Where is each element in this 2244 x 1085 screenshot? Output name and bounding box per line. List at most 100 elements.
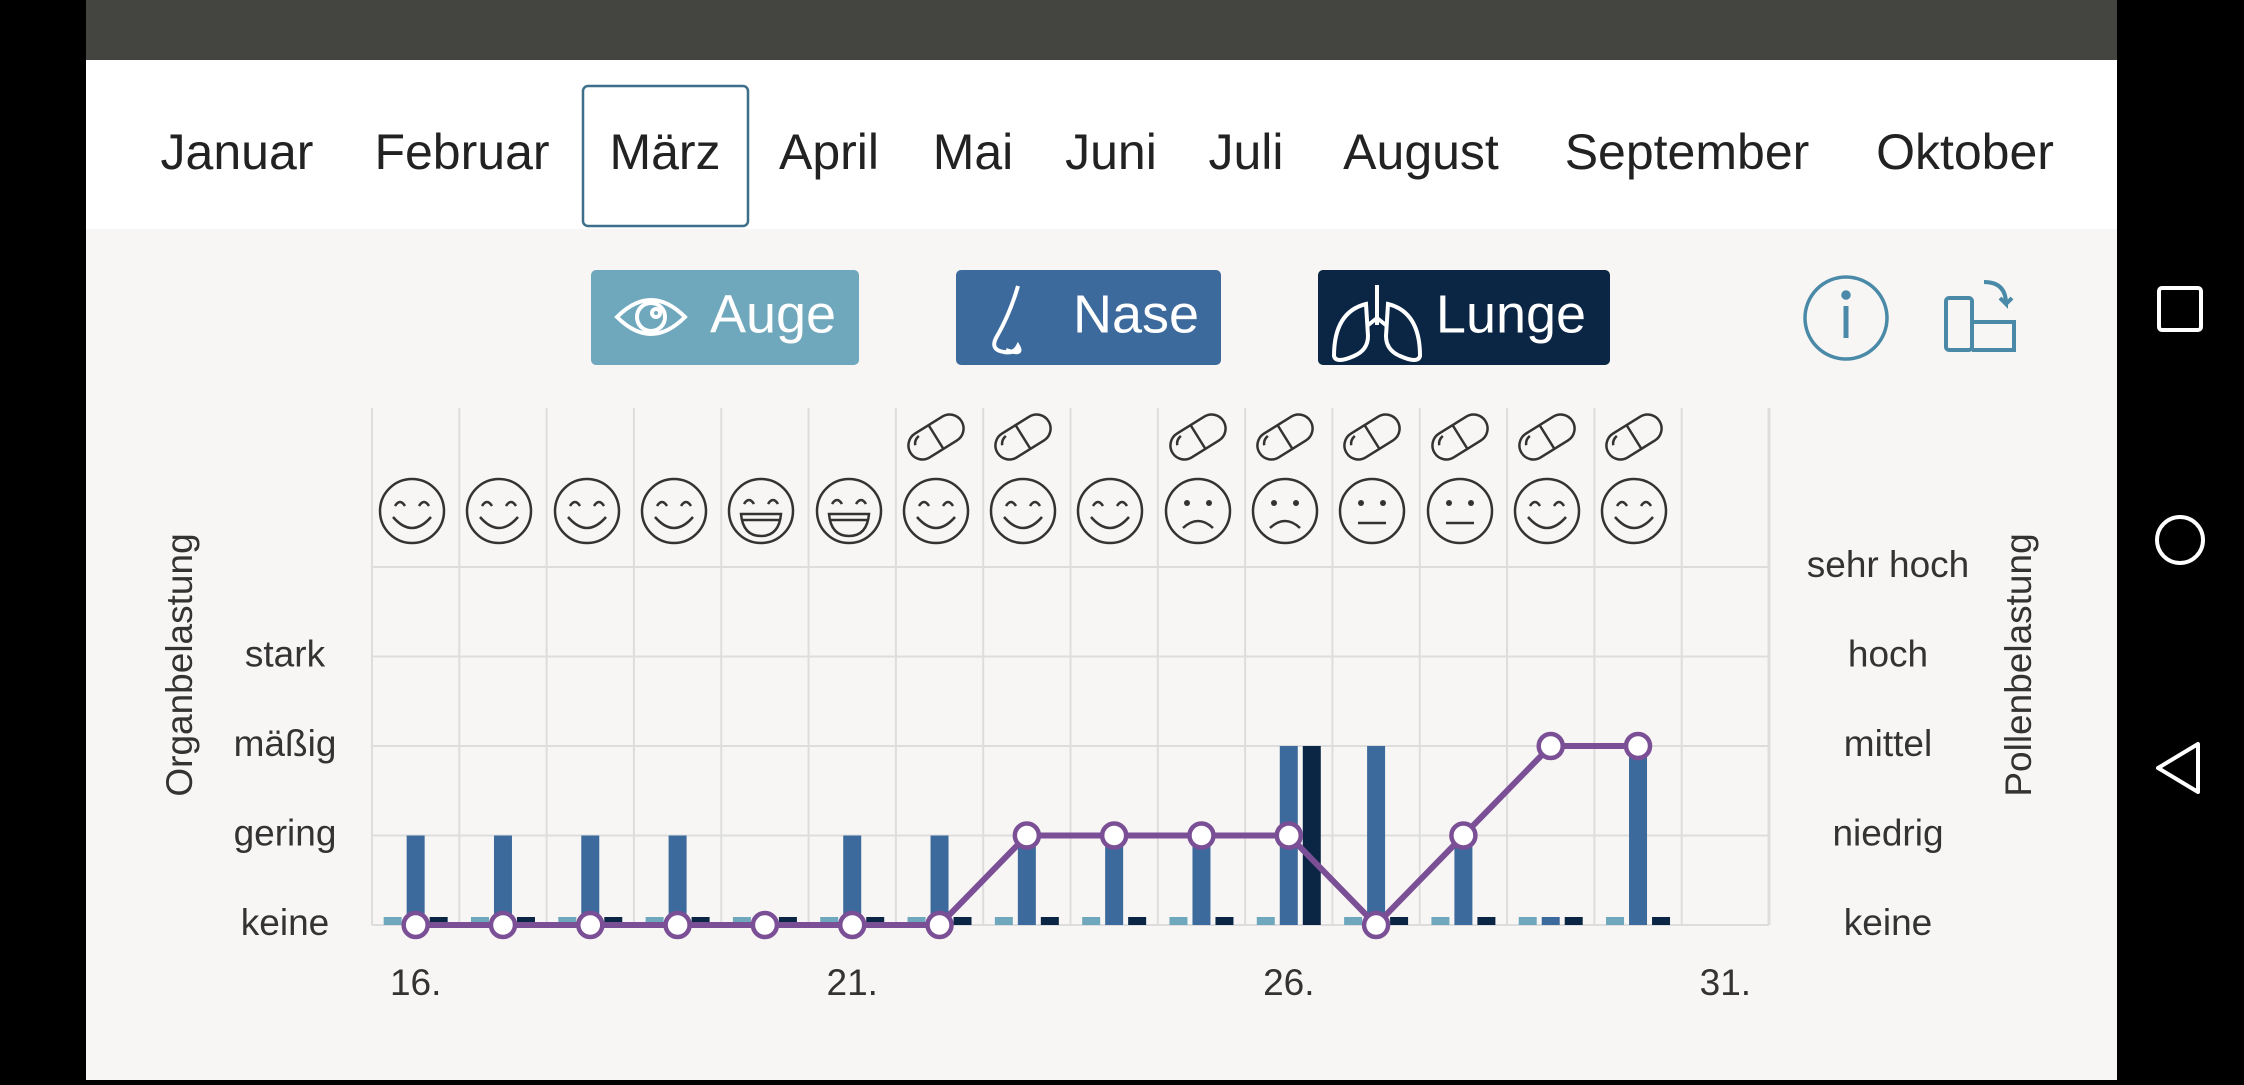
pollen-marker <box>401 910 430 940</box>
bar <box>1518 917 1537 925</box>
bar <box>516 917 535 925</box>
x-tick-label: 16. <box>390 962 441 1003</box>
bar <box>1256 917 1275 925</box>
bar <box>1541 917 1560 925</box>
pollen-marker <box>576 910 605 940</box>
bar <box>820 917 839 925</box>
bar <box>1564 917 1583 925</box>
nav-bar <box>2117 0 2244 1080</box>
bar <box>1082 917 1101 925</box>
bar <box>1652 917 1671 925</box>
bar <box>1192 835 1211 925</box>
recents-button[interactable] <box>2157 286 2203 332</box>
bar <box>953 917 972 925</box>
month-tab[interactable]: Februar <box>374 124 549 180</box>
pollen-marker <box>1274 821 1304 850</box>
bar <box>1367 746 1386 925</box>
bar <box>1215 917 1234 925</box>
button-auge[interactable] <box>591 270 859 365</box>
y2-tick-label: keine <box>1844 902 1932 943</box>
x-tick-label: 26. <box>1263 962 1314 1003</box>
bar <box>1431 917 1450 925</box>
selected-tab <box>581 84 750 228</box>
bar <box>1105 835 1124 925</box>
status-bar <box>86 0 2117 60</box>
bar <box>1477 917 1496 925</box>
bar <box>1128 917 1147 925</box>
pollen-marker <box>663 910 692 940</box>
bar <box>1390 917 1409 925</box>
month-tab[interactable]: Oktober <box>1876 124 2054 180</box>
y2-tick-label: hoch <box>1848 633 1928 674</box>
bar <box>1606 917 1625 925</box>
bar <box>691 917 710 925</box>
pollen-marker <box>837 910 867 940</box>
bar <box>668 835 687 925</box>
pollen-marker <box>488 910 518 940</box>
pollen-marker <box>1449 821 1478 850</box>
bar <box>1017 835 1036 925</box>
bar <box>1629 746 1648 925</box>
bar <box>930 835 949 925</box>
bar <box>1040 917 1059 925</box>
y2-tick-label: niedrig <box>1832 812 1943 853</box>
bar <box>470 917 489 925</box>
month-tab[interactable]: Juli <box>1208 124 1283 180</box>
pollen-marker <box>1012 821 1042 850</box>
month-tab[interactable]: September <box>1565 124 1810 180</box>
bar <box>907 917 926 925</box>
info-button[interactable] <box>1803 275 1889 361</box>
pollen-marker <box>1099 821 1129 850</box>
bar <box>1454 835 1473 925</box>
rotate-button[interactable] <box>1944 280 2016 352</box>
bar <box>429 917 448 925</box>
plot <box>371 408 1771 940</box>
month-tab[interactable]: Januar <box>161 124 314 180</box>
y-tick-label: gering <box>234 812 337 853</box>
month-tab[interactable]: Mai <box>933 124 1014 180</box>
y-tick-label: keine <box>241 902 329 943</box>
nose-icon <box>992 285 1022 355</box>
bar <box>581 835 600 925</box>
month-tab[interactable]: August <box>1343 124 1499 180</box>
pollen-marker <box>1361 910 1391 940</box>
button-label[interactable]: Lunge <box>1436 284 1586 344</box>
x-tick-label: 31. <box>1700 962 1751 1003</box>
home-button[interactable] <box>2155 515 2205 565</box>
black-edge <box>0 0 86 1080</box>
pollen-marker <box>1623 731 1653 761</box>
tab-bar <box>86 60 2117 229</box>
lung-icon <box>1331 285 1423 362</box>
y2-axis-title: Pollenbelastung <box>1998 533 2039 796</box>
pollen-marker <box>1187 821 1216 850</box>
bar <box>493 835 512 925</box>
y2-tick-label: mittel <box>1844 723 1932 764</box>
bar <box>1344 917 1363 925</box>
month-tab[interactable]: Juni <box>1065 124 1157 180</box>
button-label[interactable]: Nase <box>1073 284 1199 344</box>
pollen-marker <box>925 910 954 940</box>
back-button[interactable] <box>2156 742 2200 794</box>
pollen-marker <box>750 910 780 940</box>
month-tab[interactable]: April <box>779 124 879 180</box>
bar <box>732 917 751 925</box>
bar <box>558 917 577 925</box>
button-nase[interactable] <box>956 270 1221 365</box>
pollen-marker <box>1536 731 1565 761</box>
eye-icon <box>614 298 688 336</box>
month-tab[interactable]: März <box>609 124 720 180</box>
bar <box>645 917 664 925</box>
bar <box>1302 746 1321 925</box>
y2-tick-label: sehr hoch <box>1807 544 1970 585</box>
button-lunge[interactable] <box>1318 270 1610 365</box>
bar <box>778 917 797 925</box>
bar <box>406 835 425 925</box>
bar <box>383 917 402 925</box>
bar <box>843 835 862 925</box>
bar <box>604 917 623 925</box>
button-label[interactable]: Auge <box>710 284 836 344</box>
content <box>86 229 2117 1080</box>
y-tick-label: stark <box>245 633 326 674</box>
y-axis-title: Organbelastung <box>159 533 200 796</box>
